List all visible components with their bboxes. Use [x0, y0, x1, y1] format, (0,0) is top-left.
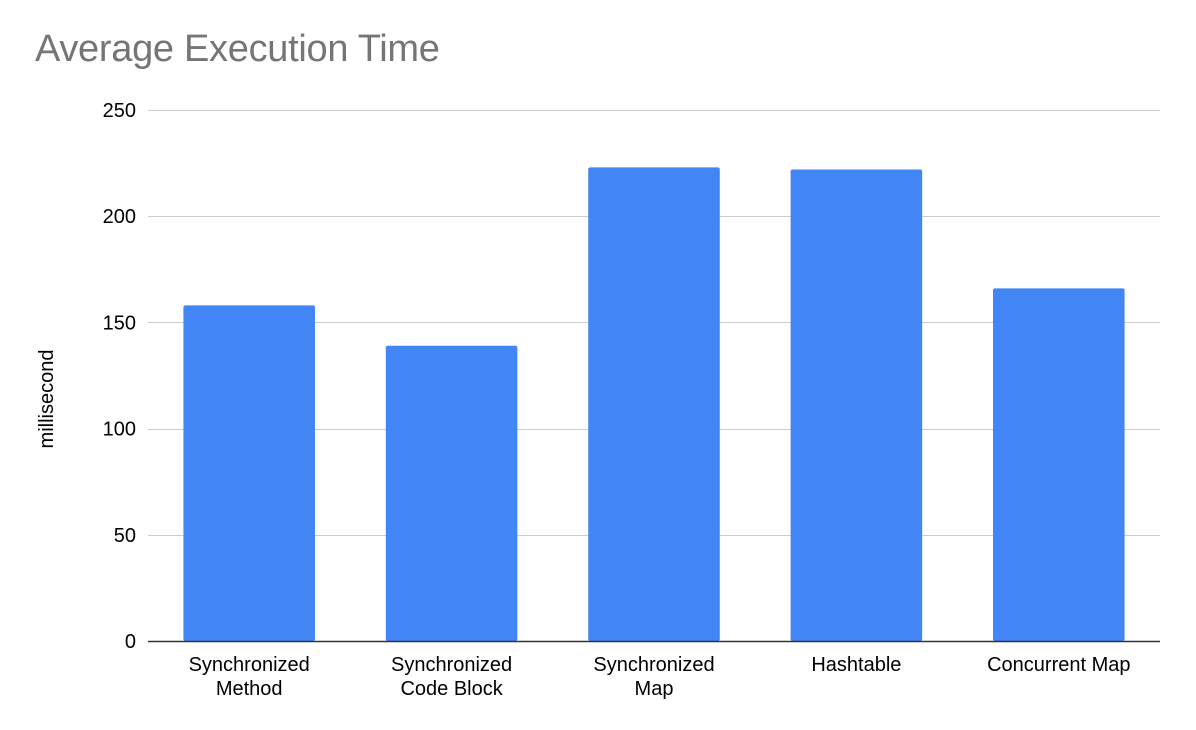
bars	[183, 167, 1125, 642]
y-tick-label: 50	[114, 525, 136, 547]
x-tick-label: Synchronized Code Block	[391, 654, 512, 700]
x-tick-label: Synchronized Map	[593, 654, 714, 700]
x-tick-label: Hashtable	[811, 654, 901, 676]
y-tick-label: 250	[103, 100, 136, 122]
x-tick-label: Concurrent Map	[987, 654, 1130, 676]
x-tick-label-line: Hashtable	[811, 654, 901, 676]
x-tick-label-line: Synchronized	[391, 654, 512, 676]
y-tick-label: 0	[125, 631, 136, 653]
y-axis-title: millisecond	[36, 350, 58, 449]
y-tick-labels: 0 50 100 150 200 250	[103, 100, 136, 653]
x-tick-label-line: Method	[216, 678, 283, 700]
x-tick-label: Synchronized Method	[189, 654, 310, 700]
bar	[790, 169, 923, 642]
x-tick-label-line: Concurrent Map	[987, 654, 1130, 676]
bar	[183, 305, 315, 641]
bar	[385, 345, 518, 641]
x-tick-label-line: Synchronized	[189, 654, 310, 676]
y-tick-label: 200	[103, 206, 136, 228]
y-tick-label: 150	[103, 312, 136, 334]
x-tick-label-line: Code Block	[400, 678, 503, 700]
y-tick-label: 100	[103, 419, 136, 441]
chart-title: Average Execution Time	[35, 28, 440, 70]
x-tick-label-line: Map	[635, 678, 674, 700]
bar	[588, 167, 720, 641]
x-tick-label-line: Synchronized	[593, 654, 714, 676]
bar	[993, 288, 1125, 641]
